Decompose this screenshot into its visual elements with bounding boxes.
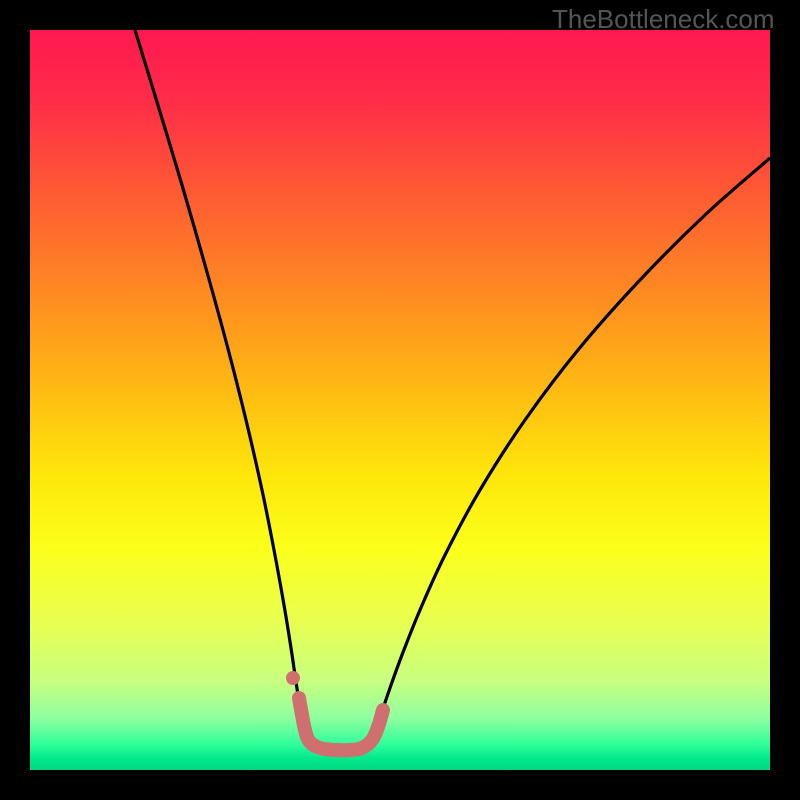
watermark-text: TheBottleneck.com — [552, 4, 775, 35]
marker-dot — [286, 671, 300, 685]
bottleneck-curve-left — [135, 30, 305, 739]
plot-area — [30, 30, 770, 770]
curves-layer — [30, 30, 770, 770]
bottleneck-curve-right — [375, 158, 770, 739]
marker-stroke — [299, 698, 383, 750]
